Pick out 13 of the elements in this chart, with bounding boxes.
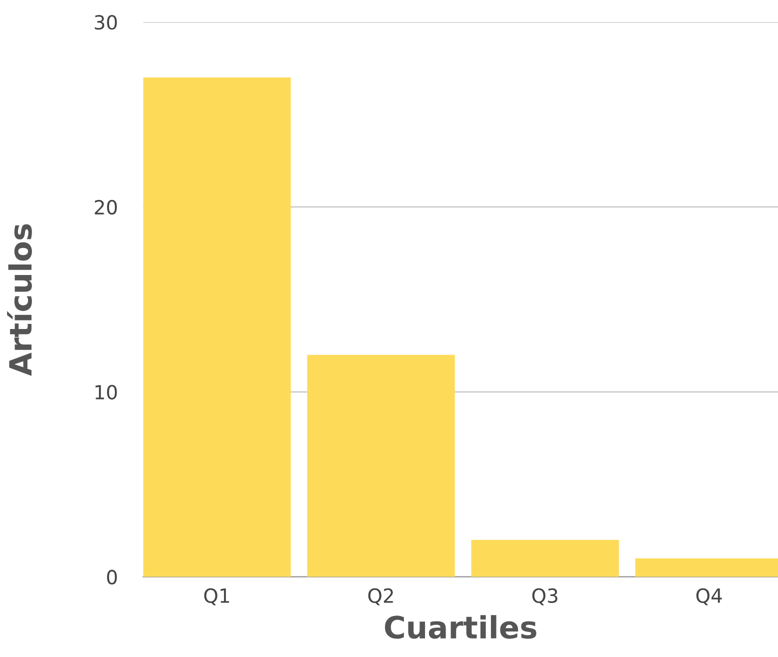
x-tick-label: Q2 [368,588,393,606]
bar [307,354,455,577]
y-tick-label: 30 [94,14,117,30]
y-tick-label: 10 [96,384,117,400]
x-tick-label: Q1 [204,588,230,606]
x-tick-label: Q4 [696,588,722,606]
x-tick-label: Q3 [532,588,558,606]
bar [143,77,291,577]
y-tick-label: 0 [107,570,117,585]
x-axis-title: Cuartiles [384,615,536,639]
bar [471,540,619,577]
y-axis-title: Artículos [7,224,32,376]
y-tick-label: 20 [94,200,117,215]
